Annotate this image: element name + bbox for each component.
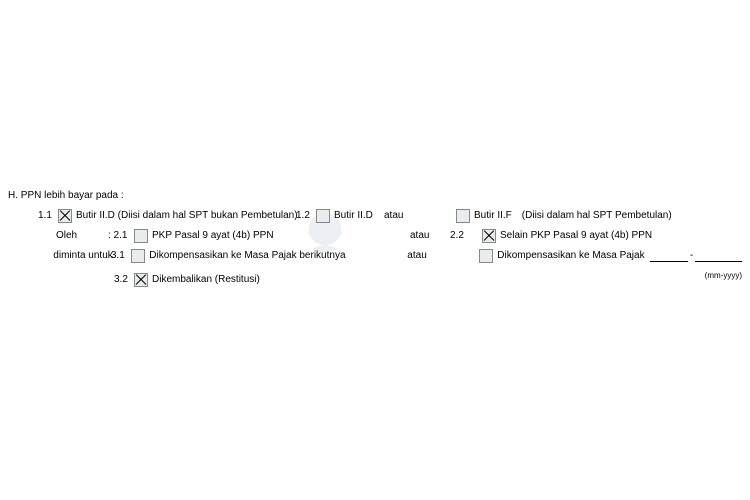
- label-1-1: Butir II.D (Diisi dalam hal SPT bukan Pe…: [76, 208, 298, 224]
- label-3-1: Dikompensasikan ke Masa Pajak berikutnya: [149, 248, 345, 264]
- atau-3: atau: [407, 250, 426, 261]
- checkbox-2-1[interactable]: [134, 229, 148, 243]
- checkbox-1-1[interactable]: [58, 209, 72, 223]
- label-oleh: Oleh: [56, 230, 77, 241]
- label-mmyyyy: (mm-yyyy): [705, 268, 742, 284]
- label-II-F: Butir II.F: [474, 208, 512, 224]
- label-II-F-note: (Diisi dalam hal SPT Pembetulan): [522, 208, 672, 224]
- label-1-2: Butir II.D: [334, 208, 384, 224]
- num-2-2: 2.2: [450, 230, 464, 241]
- input-month[interactable]: [650, 251, 688, 262]
- checkbox-3-1b[interactable]: [479, 249, 493, 263]
- atau-1: atau: [384, 210, 403, 221]
- checkbox-II-F[interactable]: [456, 209, 470, 223]
- checkbox-1-2[interactable]: [316, 209, 330, 223]
- label-2-1: PKP Pasal 9 ayat (4b) PPN: [152, 228, 274, 244]
- num-3-2: 3.2: [114, 274, 128, 285]
- num-3-1: : 3.1: [105, 250, 124, 261]
- checkbox-2-2[interactable]: [482, 229, 496, 243]
- label-2-2: Selain PKP Pasal 9 ayat (4b) PPN: [500, 228, 652, 244]
- label-3-1b: Dikompensasikan ke Masa Pajak: [497, 248, 644, 264]
- dash: -: [690, 248, 693, 264]
- checkbox-3-1[interactable]: [131, 249, 145, 263]
- section-header: H. PPN lebih bayar pada :: [8, 188, 124, 204]
- section-h: H. PPN lebih bayar pada : 1.1 Butir II.D…: [8, 188, 742, 292]
- num-2-1: : 2.1: [108, 230, 127, 241]
- checkbox-3-2[interactable]: [134, 273, 148, 287]
- label-diminta: diminta untuk: [53, 250, 112, 261]
- num-1-2: 1.2: [296, 208, 314, 224]
- atau-2: atau: [410, 230, 429, 241]
- label-3-2: Dikembalikan (Restitusi): [152, 272, 260, 288]
- input-year[interactable]: [695, 251, 742, 262]
- num-1-1: 1.1: [38, 208, 56, 224]
